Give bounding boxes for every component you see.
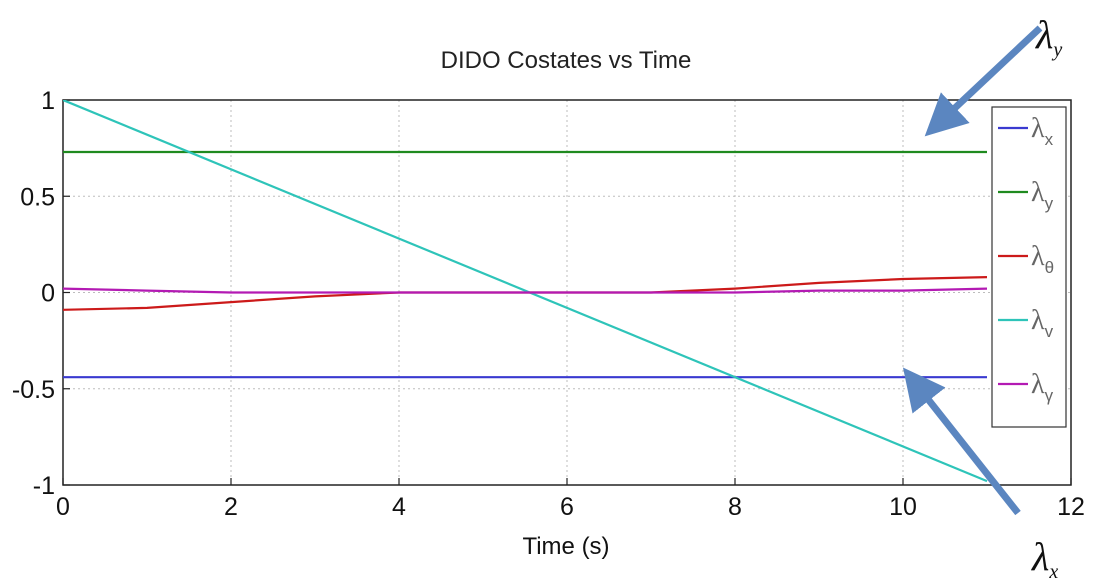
y-axis-ticks: 1 0.5 0 -0.5 -1 (12, 87, 70, 500)
y-tick-label: 0 (41, 280, 55, 308)
annotation-lambda-y: λy (1035, 12, 1062, 61)
x-tick-label: 8 (728, 493, 742, 521)
series-line-lambda-γ (63, 287, 988, 294)
legend-box (991, 106, 1067, 428)
series-lines (63, 100, 988, 483)
legend: λx λy λθ λv λγ (991, 106, 1067, 428)
x-axis-ticks: 0 2 4 6 8 10 12 (56, 478, 1085, 521)
arrow-lambda-y (924, 25, 1043, 137)
arrow-lambda-x (902, 367, 1021, 516)
x-tick-label: 0 (56, 493, 70, 521)
annotation-lambda-x: λx (1031, 534, 1058, 583)
x-tick-label: 12 (1057, 493, 1085, 521)
legend-label-x: λx (1031, 113, 1054, 149)
x-tick-label: 2 (224, 493, 238, 521)
y-tick-label: -0.5 (12, 376, 55, 404)
y-tick-label: 1 (41, 87, 55, 115)
x-axis-label: Time (s) (522, 533, 609, 560)
annotations: λy λx (902, 12, 1062, 583)
y-tick-label: 0.5 (20, 183, 55, 211)
legend-label-v: λv (1031, 305, 1054, 341)
legend-label-θ: λθ (1031, 241, 1054, 277)
series-line-lambda-v (63, 100, 988, 483)
x-tick-label: 4 (392, 493, 406, 521)
legend-label-y: λy (1031, 177, 1054, 213)
x-tick-label: 10 (889, 493, 917, 521)
y-tick-label: -1 (33, 472, 55, 500)
x-tick-label: 6 (560, 493, 574, 521)
chart-title: DIDO Costates vs Time (441, 47, 692, 74)
legend-label-γ: λγ (1031, 369, 1054, 405)
